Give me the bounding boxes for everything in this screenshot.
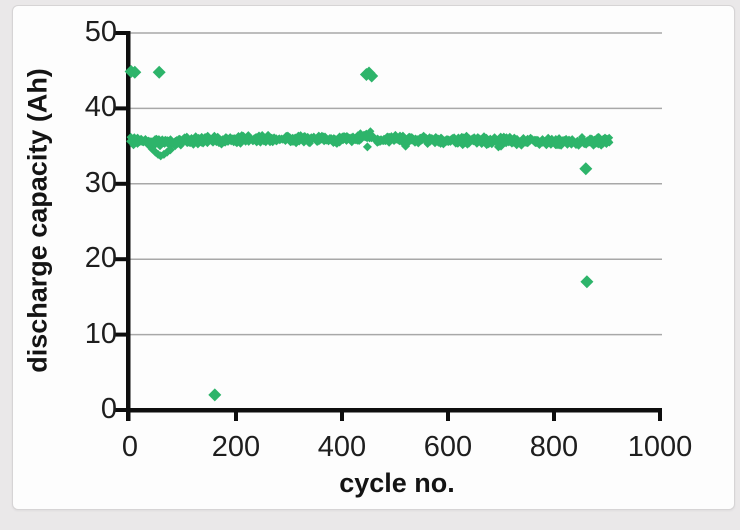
y-tick-mark-50: [115, 31, 126, 35]
x-tick-label-400: 400: [317, 431, 367, 463]
y-axis-line: [126, 31, 131, 421]
y-tick-mark-0: [115, 408, 126, 412]
chart-panel: [12, 5, 735, 510]
outlier-points: [124, 65, 594, 402]
y-tick-mark-30: [115, 181, 126, 186]
y-tick-mark-20: [115, 257, 126, 262]
y-tick-label-40: 40: [84, 91, 117, 124]
y-tick-label-20: 20: [84, 242, 117, 275]
y-tick-label-30: 30: [84, 166, 117, 199]
x-tick-mark-800: [552, 412, 556, 421]
x-tick-mark-600: [446, 412, 450, 421]
x-tick-mark-200: [234, 412, 238, 421]
x-tick-label-1000: 1000: [627, 431, 693, 463]
y-axis-title: discharge capacity (Ah): [22, 68, 53, 373]
x-tick-label-600: 600: [423, 431, 473, 463]
x-tick-label-200: 200: [211, 431, 261, 463]
y-tick-label-0: 0: [100, 393, 117, 425]
series-band-points: [126, 127, 614, 151]
x-axis-line: [126, 408, 662, 413]
x-tick-label-0: 0: [121, 431, 139, 463]
y-tick-mark-10: [115, 332, 126, 337]
x-tick-label-800: 800: [529, 431, 579, 463]
x-axis-title: cycle no.: [339, 468, 455, 498]
x-tick-mark-400: [340, 412, 344, 421]
x-tick-mark-1000: [658, 412, 662, 421]
y-tick-mark-40: [115, 106, 126, 111]
y-tick-label-10: 10: [84, 317, 117, 350]
y-tick-label-50: 50: [84, 16, 117, 48]
